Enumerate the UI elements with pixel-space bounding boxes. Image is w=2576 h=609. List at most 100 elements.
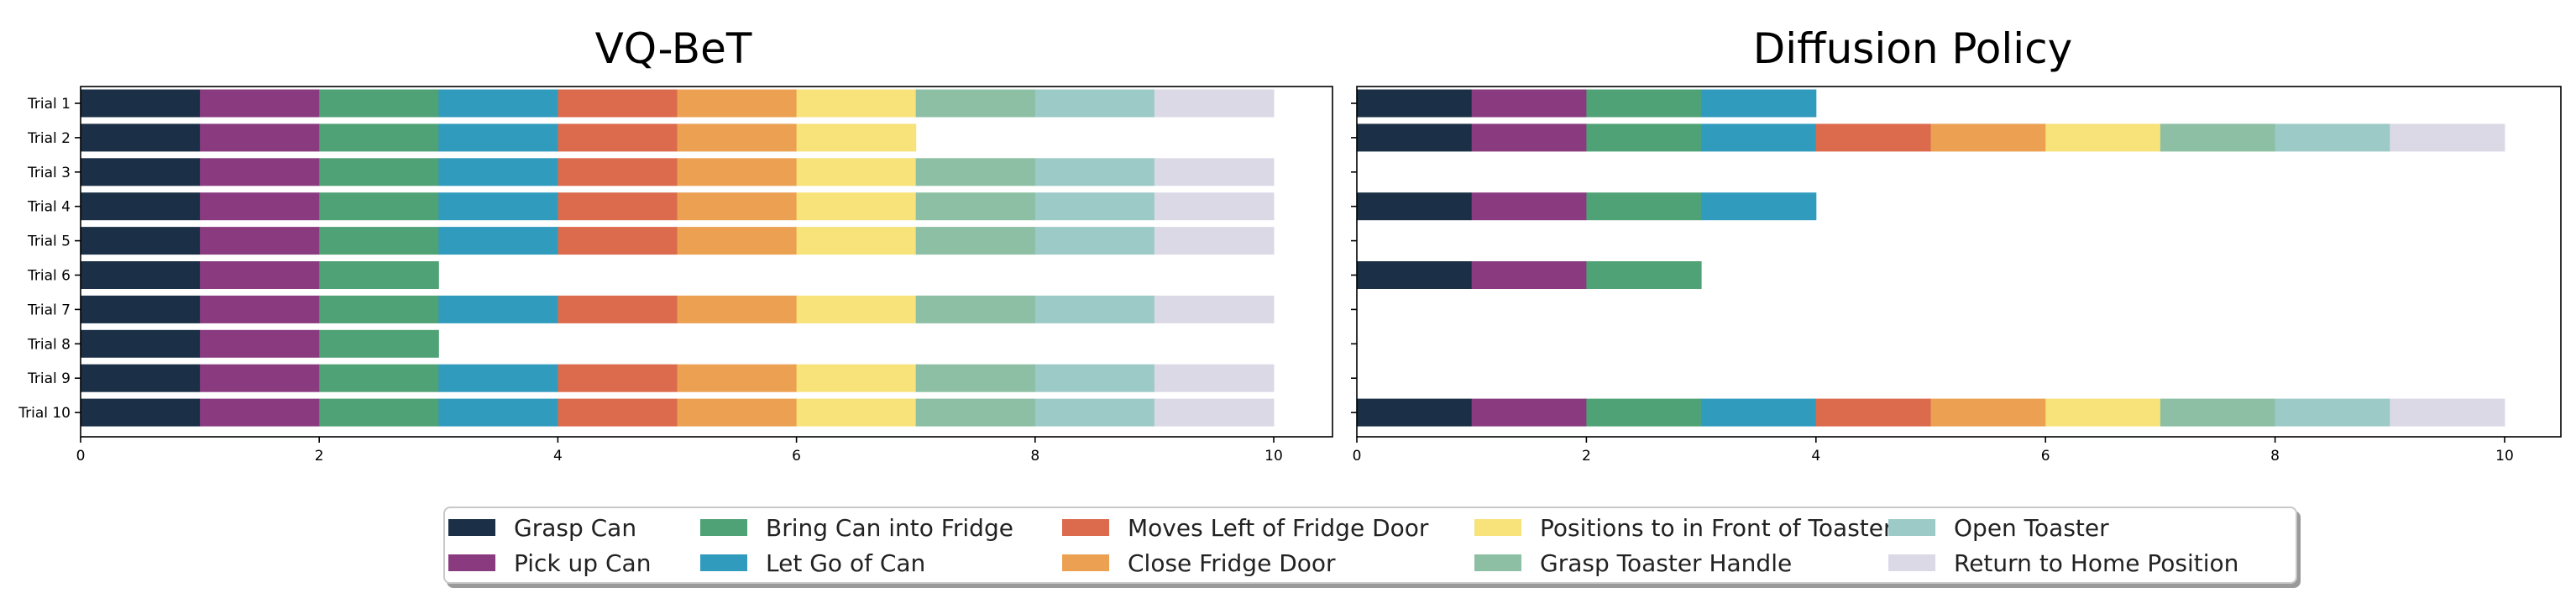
bar-segment	[1586, 123, 1702, 152]
bar-segment	[1471, 89, 1587, 118]
x-tick-label: 6	[792, 448, 801, 465]
bar-segment	[915, 295, 1036, 323]
bar-segment	[2045, 123, 2161, 152]
legend-label: Positions to in Front of Toaster	[1540, 513, 1893, 542]
bar-segment	[677, 364, 798, 392]
bar-segment	[81, 89, 201, 118]
bar-segment	[677, 89, 798, 118]
bar-segment	[558, 123, 678, 152]
legend-label: Moves Left of Fridge Door	[1128, 513, 1429, 542]
bar-segment	[796, 227, 917, 255]
bar-segment	[1034, 295, 1155, 323]
bar-segment	[319, 295, 439, 323]
bar-segment	[1034, 398, 1155, 427]
bar-segment	[81, 227, 201, 255]
bar-segment	[558, 89, 678, 118]
bar-segment	[319, 158, 439, 186]
bar-segment	[1034, 227, 1155, 255]
legend-swatch	[1474, 519, 1521, 536]
legend-label: Bring Can into Fridge	[766, 513, 1013, 542]
legend-swatch	[448, 519, 495, 536]
bar-segment	[1154, 158, 1275, 186]
x-tick-label: 8	[2270, 448, 2280, 465]
bar-segment	[915, 364, 1036, 392]
bar-segment	[796, 158, 917, 186]
legend-item: Grasp Toaster Handle	[1474, 546, 1792, 580]
bar-segment	[558, 192, 678, 221]
bar-segment	[677, 398, 798, 427]
y-tick-label: Trial 4	[27, 199, 71, 216]
bar-segment	[200, 364, 320, 392]
bar-segment	[915, 192, 1036, 221]
legend-item: Close Fridge Door	[1062, 546, 1336, 580]
y-tick-label: Trial 2	[27, 130, 71, 147]
bar-segment	[796, 123, 917, 152]
legend-item: Open Toaster	[1888, 511, 2109, 544]
legend-label: Let Go of Can	[766, 549, 926, 577]
x-tick-label: 0	[1353, 448, 1362, 465]
bar-segment	[81, 364, 201, 392]
legend-item: Positions to in Front of Toaster	[1474, 511, 1893, 544]
y-tick-label: Trial 10	[18, 405, 71, 422]
bar-segment	[1930, 398, 2046, 427]
legend-swatch	[700, 554, 747, 571]
bar-segment	[1815, 123, 1931, 152]
bar-segment	[438, 89, 558, 118]
bar-segment	[438, 192, 558, 221]
bar-segment	[200, 89, 320, 118]
bar-segment	[677, 227, 798, 255]
panel-title: VQ-BeT	[595, 24, 752, 73]
bar-segment	[1586, 398, 1702, 427]
y-tick-label: Trial 6	[27, 268, 71, 285]
x-tick-label: 4	[553, 448, 563, 465]
legend-swatch	[1474, 554, 1521, 571]
bar-segment	[438, 227, 558, 255]
bar-segment	[1034, 192, 1155, 221]
bar-segment	[200, 398, 320, 427]
bar-segment	[1701, 123, 1817, 152]
bar-segment	[319, 398, 439, 427]
panel-1: VQ-BeT Trial 1 Trial 2 Trial 3 Trial 4 Trial …	[18, 24, 1333, 465]
x-tick-label: 2	[315, 448, 324, 465]
x-tick-label: 10	[1264, 448, 1283, 465]
axes-frame	[80, 86, 1333, 438]
bar-segment	[81, 295, 201, 323]
bar-segment	[1357, 398, 1473, 427]
bar-segment	[438, 364, 558, 392]
bar-segment	[915, 398, 1036, 427]
legend-item: Let Go of Can	[700, 546, 925, 580]
legend-label: Grasp Can	[514, 513, 637, 542]
bar-segment	[200, 261, 320, 289]
legend-item: Grasp Can	[448, 511, 636, 544]
bar-segment	[1701, 89, 1817, 118]
bar-segment	[2275, 398, 2390, 427]
bar-segment	[438, 158, 558, 186]
legend-swatch	[1888, 554, 1935, 571]
legend-label: Pick up Can	[514, 549, 652, 577]
legend-item: Return to Home Position	[1888, 546, 2238, 580]
bar-segment	[2390, 123, 2505, 152]
bar-segment	[319, 364, 439, 392]
bar-segment	[1034, 158, 1155, 186]
axes-frame	[1356, 86, 2562, 438]
bar-segment	[319, 123, 439, 152]
panel-2: Diffusion Policy 0 2 4 6 8 10	[1351, 24, 2562, 465]
bar-segment	[1357, 192, 1473, 221]
bar-segment	[796, 398, 917, 427]
bar-segment	[1586, 192, 1702, 221]
bar-segment	[200, 329, 320, 358]
y-tick-label: Trial 5	[27, 234, 71, 250]
bar-segment	[1034, 89, 1155, 118]
bar-segment	[1471, 192, 1587, 221]
bar-segment	[1815, 398, 1931, 427]
bar-segment	[677, 158, 798, 186]
bar-segment	[677, 295, 798, 323]
bar-segment	[1154, 89, 1275, 118]
legend-swatch	[448, 554, 495, 571]
y-tick-label: Trial 9	[27, 370, 71, 387]
legend-label: Return to Home Position	[1954, 549, 2239, 577]
bar-segment	[1357, 261, 1473, 289]
bar-segment	[1586, 89, 1702, 118]
bar-segment	[915, 158, 1036, 186]
bar-segment	[438, 123, 558, 152]
